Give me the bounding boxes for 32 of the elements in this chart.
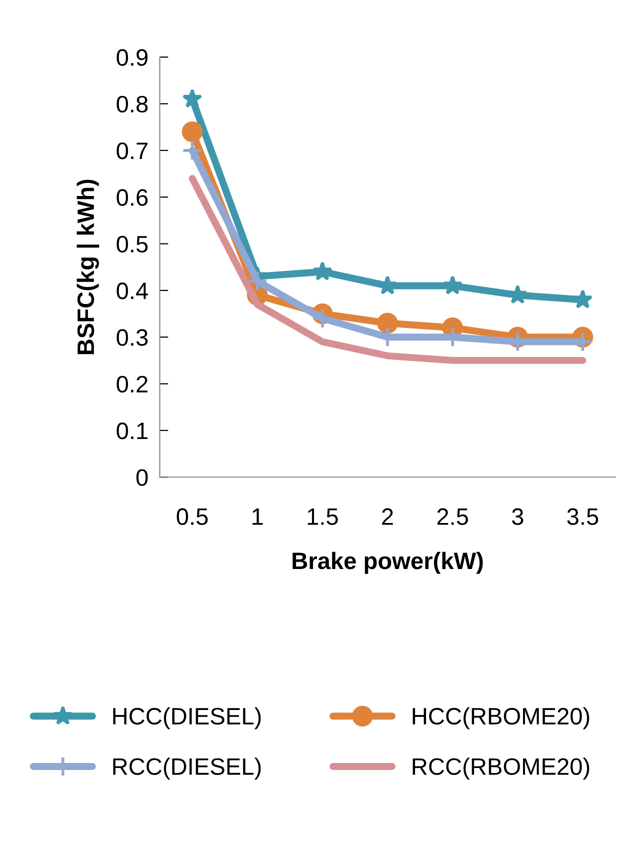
y-tick-label: 0.7: [116, 142, 148, 160]
point: [182, 121, 203, 142]
x-tick-label: 1.5: [308, 508, 338, 526]
y-tick-label: 0.9: [116, 49, 148, 66]
y-tick-label: 0.5: [116, 236, 148, 253]
y-tick-label: 0.3: [116, 329, 148, 346]
x-tick-label: 3.5: [567, 508, 598, 526]
point: [572, 289, 593, 308]
y-tick-label: 0.4: [116, 282, 148, 300]
point: [182, 88, 202, 108]
x-tick-label: 2.5: [437, 508, 468, 526]
point: [312, 261, 332, 280]
legend-label: HCC(RBOME20): [412, 707, 590, 730]
point: [442, 275, 463, 294]
point: [312, 308, 333, 329]
x-tick-label: 3: [512, 508, 524, 526]
legend-label: RCC(RBOME20): [412, 758, 590, 780]
x-tick-label: 0.5: [176, 508, 208, 526]
y-axis-title: BSFC(kg | kWh): [76, 180, 100, 354]
point: [377, 312, 398, 334]
legend-label: RCC(DIESEL): [113, 758, 261, 780]
y-tick-label: 0.6: [116, 189, 148, 206]
y-tick-label: 0: [136, 469, 148, 486]
point: [182, 140, 203, 161]
x-tick-label: 1: [252, 508, 263, 525]
y-tick-label: 0.2: [116, 376, 148, 393]
y-tick-label: 0.8: [116, 96, 148, 113]
x-tick-label: 2: [382, 508, 393, 525]
point: [246, 270, 268, 292]
y-tick-label: 0.1: [116, 422, 148, 440]
x-axis-title: Brake power(kW): [292, 552, 483, 574]
legend-label: HCC(DIESEL): [113, 707, 261, 730]
